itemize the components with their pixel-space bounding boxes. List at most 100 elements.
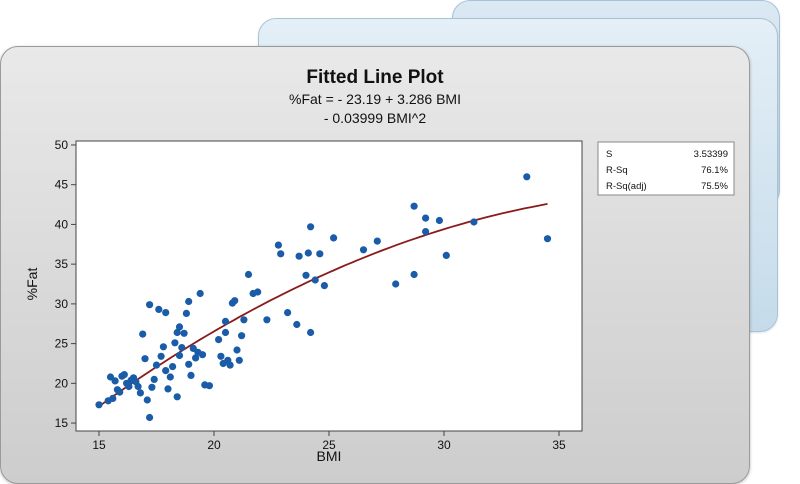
data-point xyxy=(146,413,154,422)
data-point xyxy=(141,355,149,363)
data-point xyxy=(171,339,179,347)
data-point xyxy=(221,317,230,325)
data-point xyxy=(410,202,418,210)
data-point xyxy=(307,328,315,337)
data-point xyxy=(155,305,163,313)
data-point xyxy=(136,389,144,397)
data-points xyxy=(95,173,552,422)
plot-area xyxy=(75,140,583,432)
x-tick-label: 20 xyxy=(207,438,221,452)
data-point xyxy=(311,276,319,284)
data-point xyxy=(307,223,315,231)
stat-label-rsq-adj: R-Sq(adj) xyxy=(606,181,647,192)
y-tick-label: 40 xyxy=(55,217,69,231)
data-point xyxy=(95,401,103,409)
data-point xyxy=(182,309,190,317)
data-point xyxy=(134,382,142,391)
data-point xyxy=(187,371,195,379)
data-point xyxy=(293,320,301,329)
y-tick-label: 20 xyxy=(55,376,69,390)
data-point xyxy=(215,336,223,344)
stat-label-s: S xyxy=(606,149,612,160)
y-tick-label: 30 xyxy=(55,297,69,311)
data-point xyxy=(150,375,158,383)
stat-label-rsq: R-Sq xyxy=(606,165,628,176)
data-point xyxy=(180,329,188,337)
x-tick-label: 15 xyxy=(92,438,106,452)
data-point xyxy=(304,249,312,257)
data-point xyxy=(435,216,443,225)
data-point xyxy=(196,289,204,298)
data-point xyxy=(109,394,117,402)
chart-title: Fitted Line Plot xyxy=(306,67,444,88)
data-point xyxy=(148,383,156,391)
data-point xyxy=(359,246,368,254)
data-point xyxy=(233,346,241,354)
data-point xyxy=(263,316,271,324)
y-tick-label: 45 xyxy=(55,178,69,192)
data-point xyxy=(244,270,253,279)
data-point xyxy=(159,343,167,351)
data-point xyxy=(139,330,147,338)
data-point xyxy=(316,250,324,258)
x-axis: 15 20 25 30 35 xyxy=(92,431,566,452)
data-point xyxy=(330,234,338,242)
data-point xyxy=(320,282,328,290)
y-tick-label: 35 xyxy=(55,257,69,271)
data-point xyxy=(217,352,225,360)
data-point xyxy=(295,252,303,260)
stat-value-s: 3.53399 xyxy=(694,149,728,160)
data-point xyxy=(373,237,381,245)
data-point xyxy=(205,382,213,390)
data-point xyxy=(240,316,248,324)
data-point xyxy=(442,251,450,259)
data-point xyxy=(192,354,200,362)
data-point xyxy=(422,228,430,236)
data-point xyxy=(162,367,170,375)
data-point xyxy=(116,388,124,396)
data-point xyxy=(235,356,243,364)
data-point xyxy=(152,361,161,369)
data-point xyxy=(173,393,181,401)
y-axis-title: %Fat xyxy=(24,268,40,301)
data-point xyxy=(166,373,174,381)
data-point xyxy=(162,309,170,317)
data-point xyxy=(238,332,246,340)
data-point xyxy=(111,377,119,385)
y-axis: 15 20 25 30 35 40 45 50 xyxy=(55,138,76,430)
data-point xyxy=(523,173,531,181)
data-point xyxy=(410,270,418,279)
data-point xyxy=(198,351,207,359)
equation-line-2: - 0.03999 BMI^2 xyxy=(324,110,427,126)
data-point xyxy=(157,352,165,360)
data-point xyxy=(125,382,133,391)
stat-value-rsq: 76.1% xyxy=(701,165,728,176)
data-point xyxy=(175,323,184,331)
y-tick-label: 15 xyxy=(55,416,69,430)
stats-box: S 3.53399 R-Sq 76.1% R-Sq(adj) 75.5% xyxy=(597,141,735,196)
x-tick-label: 30 xyxy=(437,438,451,452)
data-point xyxy=(254,288,262,296)
y-tick-label: 50 xyxy=(55,138,69,152)
data-point xyxy=(143,396,151,404)
x-axis-title: BMI xyxy=(317,448,342,464)
data-point xyxy=(221,328,230,337)
data-point xyxy=(422,214,430,222)
data-point xyxy=(173,328,181,337)
data-point xyxy=(231,297,239,305)
data-point xyxy=(120,371,128,379)
x-tick-label: 35 xyxy=(552,438,566,452)
stat-value-rsq-adj: 75.5% xyxy=(701,181,728,192)
y-tick-label: 25 xyxy=(55,337,69,351)
data-point xyxy=(226,361,234,369)
equation-line-1: %Fat = - 23.19 + 3.286 BMI xyxy=(289,91,461,107)
data-point xyxy=(274,241,282,249)
data-point xyxy=(284,309,292,317)
data-point xyxy=(302,271,310,279)
data-point xyxy=(175,351,184,360)
data-point xyxy=(169,363,177,371)
data-point xyxy=(185,360,193,368)
x-tick-label: 25 xyxy=(322,438,336,452)
data-point xyxy=(185,297,193,306)
